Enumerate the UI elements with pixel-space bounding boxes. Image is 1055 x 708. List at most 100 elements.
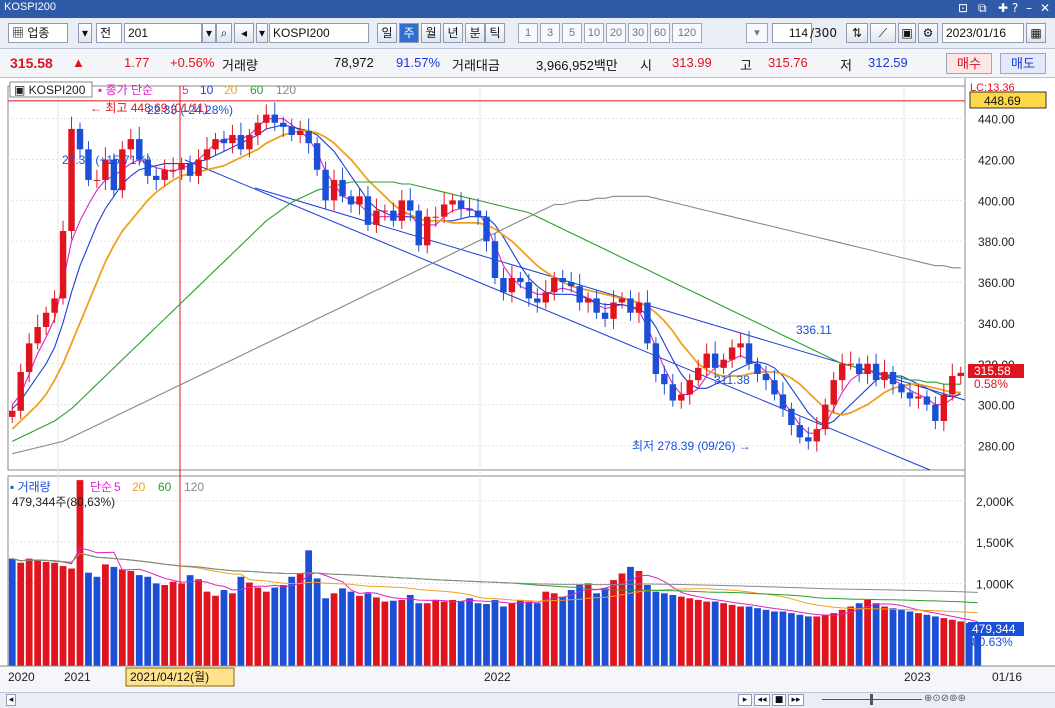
price-tick-label: 340.00 [978, 317, 1015, 331]
volume-header-value: 479,344주(80,63%) [12, 495, 115, 509]
interval-button-1[interactable]: 3 [540, 23, 560, 43]
drawing-tools-icons[interactable]: ⊕⊙⊘⊚⊛ [924, 693, 966, 704]
candle-body [906, 392, 914, 399]
candle-body [661, 374, 668, 385]
candle-body [627, 298, 634, 313]
close-icon[interactable]: ✕ [1040, 1, 1051, 15]
date-input[interactable]: 2023/01/16 [942, 23, 1024, 43]
fast-forward-icon[interactable]: ▸▸ [788, 694, 804, 706]
period-button-3[interactable]: 년 [443, 23, 463, 43]
save-icon[interactable]: ▣ [898, 23, 916, 43]
minimize-icon[interactable]: – [1026, 1, 1032, 15]
popout-icon[interactable]: ⧉ [978, 1, 987, 15]
compare-icon[interactable]: ⇅ [846, 23, 868, 43]
current-volume-tag-box [968, 622, 1024, 636]
current-price: 315.58 [10, 55, 53, 71]
volume-ma-period-120: 120 [184, 480, 204, 494]
candle-body [796, 425, 804, 438]
candle-body [542, 292, 550, 303]
period-button-0[interactable]: 일 [377, 23, 397, 43]
scroll-left-icon[interactable]: ◂ [6, 694, 16, 706]
candle-body [534, 298, 541, 303]
high-label: 고 [740, 58, 752, 73]
interval-button-2[interactable]: 5 [562, 23, 582, 43]
candle-body [745, 343, 753, 364]
candle-body [237, 135, 245, 150]
volume-bar [627, 566, 634, 666]
interval-button-3[interactable]: 10 [584, 23, 604, 43]
volume-ma-period-60: 60 [158, 480, 172, 494]
candle-body [280, 122, 287, 127]
volume-bar [525, 601, 533, 666]
interval-button-6[interactable]: 60 [650, 23, 670, 43]
buy-button[interactable]: 매수 [946, 53, 992, 74]
volume-bar [474, 603, 482, 666]
period-button-2[interactable]: 월 [421, 23, 441, 43]
category-dropdown-button[interactable]: ▾ [78, 23, 92, 43]
volume-bar [118, 569, 126, 666]
candle-body [618, 298, 626, 303]
volume-bar [881, 606, 888, 666]
pin-icon[interactable]: ✚ [998, 1, 1009, 15]
code-dropdown-button[interactable]: ▾ [202, 23, 216, 43]
interval-button-0[interactable]: 1 [518, 23, 538, 43]
count-input[interactable]: 114 [772, 23, 812, 43]
volume-bar [830, 613, 838, 666]
volume-bar [415, 603, 423, 666]
period-button-4[interactable]: 분 [465, 23, 485, 43]
volume-bar [635, 571, 643, 666]
candle-body [483, 216, 490, 242]
candle-body [508, 278, 516, 293]
volume-bar [720, 603, 728, 666]
volume-bar [491, 599, 499, 666]
candle-body [373, 210, 380, 225]
interval-button-7[interactable]: 120 [672, 23, 702, 43]
volume-bar [694, 599, 702, 666]
volume-bar [296, 573, 304, 666]
restore-icon[interactable]: ⊡ [958, 1, 969, 15]
volume-bar [127, 571, 135, 666]
volume-bar [313, 578, 321, 666]
history-dropdown-button[interactable]: ▾ [256, 23, 268, 43]
candle-body [347, 196, 355, 205]
category-select[interactable]: ▦ 업종 [8, 23, 68, 43]
stop-icon[interactable]: ■ [772, 694, 786, 706]
zoom-slider-handle[interactable] [870, 694, 873, 705]
interval-dropdown-button[interactable]: ▾ [746, 23, 768, 43]
volume-bar [677, 596, 685, 666]
candle-body [517, 278, 524, 283]
index-name-field[interactable]: KOSPI200 [269, 23, 369, 43]
chart-area[interactable]: 440.00420.00400.00380.00360.00340.00320.… [0, 78, 1055, 692]
candle-body [305, 130, 312, 144]
candle-body [76, 128, 84, 150]
prefix-field[interactable]: 전 [96, 23, 122, 43]
window-title: KOSPI200 [4, 1, 56, 13]
volume-bar [76, 480, 84, 666]
search-icon[interactable]: ⌕ [216, 23, 232, 43]
candle-body [407, 200, 414, 211]
interval-button-4[interactable]: 20 [606, 23, 626, 43]
volume-bar [669, 594, 677, 666]
stock-chart[interactable]: 440.00420.00400.00380.00360.00340.00320.… [0, 78, 1055, 692]
open-label: 시 [640, 58, 652, 73]
history-icon[interactable]: ◂ [234, 23, 254, 43]
sell-button[interactable]: 매도 [1000, 53, 1046, 74]
help-icon[interactable]: ? [1012, 1, 1019, 15]
period-button-5[interactable]: 틱 [485, 23, 505, 43]
gear-icon[interactable]: ⚙ [918, 23, 938, 43]
volume-bar [754, 608, 761, 666]
period-button-1[interactable]: 주 [399, 23, 419, 43]
volume-bar [373, 597, 380, 666]
volume-bar [449, 599, 457, 666]
rewind-icon[interactable]: ◂◂ [754, 694, 770, 706]
volume-bar [186, 575, 194, 666]
volume-bar [660, 593, 668, 666]
interval-button-5[interactable]: 30 [628, 23, 648, 43]
volume-moving-average-120 [12, 552, 978, 593]
draw-tool-icon[interactable]: ⟋ [870, 23, 896, 43]
code-input[interactable]: 201 [124, 23, 202, 43]
price-ma-label: ▪ 종가 단순 [98, 83, 153, 97]
calendar-icon[interactable]: ▦ [1026, 23, 1046, 43]
candle-body [440, 204, 448, 217]
step-forward-icon[interactable]: ▸ [738, 694, 752, 706]
